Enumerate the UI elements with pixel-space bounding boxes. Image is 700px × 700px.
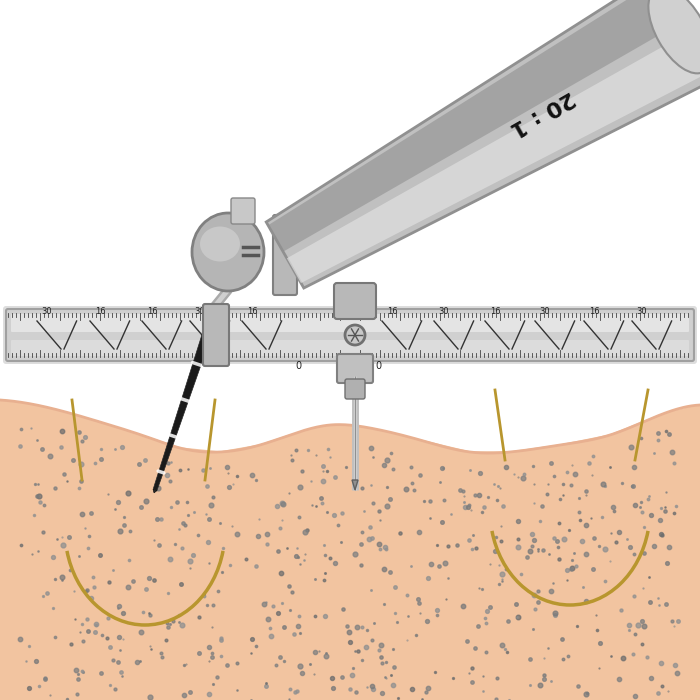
Text: 20 : 1: 20 : 1 bbox=[506, 87, 578, 139]
Polygon shape bbox=[352, 480, 358, 490]
FancyBboxPatch shape bbox=[203, 304, 229, 366]
Text: 30: 30 bbox=[439, 307, 449, 316]
Text: 16: 16 bbox=[246, 307, 258, 316]
Text: 0: 0 bbox=[375, 361, 381, 371]
FancyBboxPatch shape bbox=[334, 283, 376, 319]
FancyBboxPatch shape bbox=[273, 215, 297, 295]
Ellipse shape bbox=[200, 227, 240, 262]
Text: 16: 16 bbox=[386, 307, 398, 316]
FancyBboxPatch shape bbox=[11, 340, 689, 356]
Ellipse shape bbox=[648, 0, 700, 74]
Text: 16: 16 bbox=[94, 307, 105, 316]
Polygon shape bbox=[266, 0, 700, 288]
FancyBboxPatch shape bbox=[337, 354, 373, 383]
Text: 30: 30 bbox=[540, 307, 550, 316]
Text: 16: 16 bbox=[147, 307, 158, 316]
Polygon shape bbox=[268, 0, 677, 252]
Text: 30: 30 bbox=[195, 307, 205, 316]
FancyBboxPatch shape bbox=[231, 198, 255, 224]
FancyBboxPatch shape bbox=[6, 309, 694, 361]
Text: 16: 16 bbox=[490, 307, 500, 316]
Ellipse shape bbox=[192, 213, 264, 291]
Polygon shape bbox=[153, 489, 157, 493]
FancyBboxPatch shape bbox=[3, 306, 697, 364]
Text: 30: 30 bbox=[637, 307, 648, 316]
Circle shape bbox=[345, 325, 365, 345]
FancyBboxPatch shape bbox=[345, 379, 365, 399]
Polygon shape bbox=[0, 400, 700, 700]
FancyBboxPatch shape bbox=[11, 314, 689, 332]
Polygon shape bbox=[153, 309, 220, 491]
Text: 30: 30 bbox=[42, 307, 52, 316]
Polygon shape bbox=[287, 35, 700, 283]
Text: 0: 0 bbox=[295, 361, 301, 371]
Text: 16: 16 bbox=[589, 307, 599, 316]
